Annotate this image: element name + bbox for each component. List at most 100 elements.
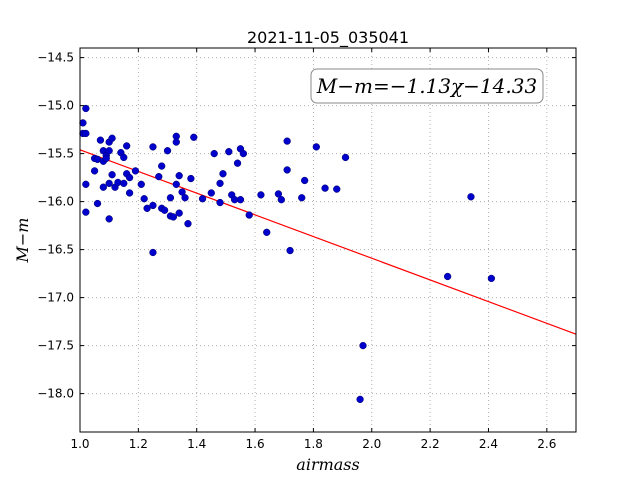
data-point: [225, 148, 233, 156]
data-point: [236, 196, 245, 204]
data-point: [190, 133, 198, 141]
chart-title: 2021-11-05_035041: [247, 28, 409, 48]
data-point: [487, 274, 496, 283]
axis-ticks: [79, 48, 576, 432]
y-tick-label: −16.5: [37, 243, 74, 257]
data-point: [312, 143, 320, 151]
data-point: [105, 147, 113, 155]
fit-equation: M−m=−1.13χ−14.33: [316, 74, 537, 98]
x-tick-label: 2.4: [479, 437, 498, 451]
y-tick-label: −17.5: [37, 339, 74, 353]
data-point: [443, 272, 452, 281]
data-point: [207, 189, 215, 197]
x-tick-label: 2.6: [537, 437, 556, 451]
data-point: [149, 248, 157, 257]
data-point: [108, 134, 116, 142]
data-point: [216, 198, 224, 207]
data-point: [120, 153, 128, 162]
data-point: [286, 246, 294, 255]
data-point: [175, 209, 183, 217]
y-axis-label: M−m: [13, 218, 32, 264]
data-point: [149, 143, 157, 151]
data-point: [120, 179, 128, 188]
data-point: [341, 153, 350, 162]
data-point: [105, 215, 113, 223]
data-point: [219, 170, 227, 178]
data-point: [175, 172, 183, 180]
tick-labels: 1.0 1.2 1.4 1.6 1.8 2.0 2.2 2.4 2.6 −14.5 −15.0 −15…: [37, 51, 556, 451]
data-point: [356, 395, 364, 404]
data-point: [178, 188, 186, 196]
data-point: [210, 149, 218, 158]
data-point: [321, 184, 329, 192]
data-point: [123, 142, 131, 150]
plot-frame: [79, 47, 577, 433]
y-tick-label: −16.0: [37, 195, 74, 209]
data-point: [245, 211, 253, 219]
data-point: [333, 185, 341, 193]
x-tick-label: 1.2: [129, 437, 148, 451]
x-tick-label: 1.6: [246, 437, 265, 451]
x-tick-label: 1.4: [187, 437, 206, 451]
data-point: [140, 195, 148, 203]
data-point: [216, 179, 224, 188]
data-point: [90, 167, 99, 175]
data-point: [93, 199, 102, 208]
data-point: [158, 162, 166, 170]
fit-annotation: M−m=−1.13χ−14.33: [310, 68, 544, 104]
data-point: [172, 180, 180, 188]
data-point: [102, 154, 110, 163]
y-tick-label: −15.5: [37, 147, 74, 161]
data-point: [79, 119, 87, 127]
data-point: [198, 195, 207, 203]
data-point: [257, 191, 265, 199]
data-point: [301, 176, 309, 185]
data-point: [82, 129, 90, 138]
data-point: [181, 194, 189, 202]
x-tick-label: 2.2: [421, 437, 440, 451]
x-tick-label: 2.0: [362, 437, 381, 451]
fit-line-layer: [79, 149, 577, 335]
data-point: [467, 193, 475, 201]
data-point: [160, 206, 169, 214]
data-point: [155, 172, 163, 181]
data-point: [184, 220, 192, 228]
data-point: [239, 149, 248, 158]
data-point: [99, 183, 107, 191]
y-tick-label: −15.0: [37, 99, 74, 113]
data-point: [143, 204, 151, 212]
data-point: [298, 194, 306, 202]
data-point: [82, 208, 90, 216]
data-point: [233, 159, 242, 167]
grid-lines: [79, 48, 576, 432]
data-point: [163, 147, 172, 155]
data-point: [166, 194, 175, 202]
data-point: [283, 137, 291, 145]
data-point: [274, 190, 283, 198]
data-point: [96, 136, 105, 144]
x-tick-label: 1.8: [304, 437, 323, 451]
y-tick-label: −17.0: [37, 291, 74, 305]
data-point: [172, 138, 180, 146]
fit-line: [79, 149, 577, 335]
data-point: [125, 189, 134, 197]
data-point: [105, 179, 113, 188]
data-point: [82, 180, 90, 188]
y-tick-label: −14.5: [37, 51, 74, 65]
data-point: [137, 180, 145, 188]
data-point: [277, 196, 285, 204]
annotation-box: [310, 68, 544, 104]
data-point: [149, 201, 157, 210]
data-point: [169, 213, 178, 221]
data-point: [263, 228, 271, 236]
x-tick-label: 1.0: [70, 437, 89, 451]
y-tick-label: −18.0: [37, 387, 74, 401]
data-point: [187, 174, 195, 183]
data-point: [131, 167, 140, 175]
data-point: [359, 341, 367, 350]
x-axis-label: airmass: [296, 455, 359, 474]
data-points: [79, 104, 496, 404]
data-point: [283, 166, 291, 174]
